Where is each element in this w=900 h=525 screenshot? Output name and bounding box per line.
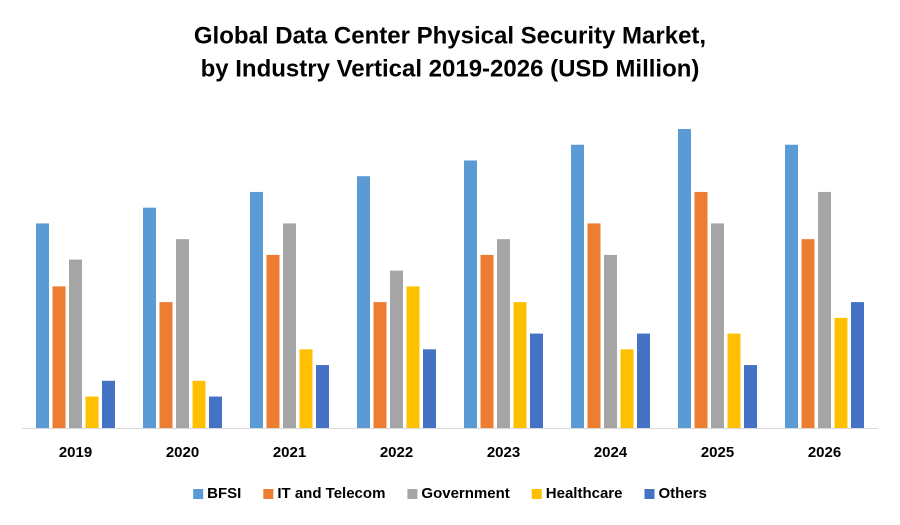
bar (390, 270, 403, 428)
bar (801, 239, 815, 428)
bar (250, 191, 263, 428)
legend-label: Government (421, 485, 509, 502)
bar (530, 333, 543, 428)
bar (192, 380, 206, 428)
bar (36, 223, 49, 428)
bar (637, 333, 650, 428)
bar (497, 239, 510, 428)
bar (513, 302, 527, 428)
x-tick-label: 2022 (380, 444, 413, 461)
bar (143, 207, 156, 428)
legend-label: BFSI (207, 485, 241, 502)
legend-label: IT and Telecom (277, 485, 385, 502)
legend-swatch (644, 489, 655, 499)
x-tick-label: 2021 (273, 444, 306, 461)
x-tick-label: 2025 (701, 444, 734, 461)
legend-label: Healthcare (546, 485, 623, 502)
bar (818, 191, 831, 428)
chart-title: Global Data Center Physical Security Mar… (194, 22, 706, 49)
bar (102, 380, 115, 428)
x-tick-label: 2024 (594, 444, 628, 461)
bar (587, 223, 601, 428)
x-tick-label: 2019 (59, 444, 92, 461)
bar (283, 223, 296, 428)
legend-label: Others (658, 485, 706, 502)
bar (711, 223, 724, 428)
bar (604, 254, 617, 428)
bar (299, 349, 313, 428)
bar (52, 286, 66, 428)
bar (209, 396, 222, 428)
x-tick-label: 2020 (166, 444, 199, 461)
bar (69, 259, 82, 428)
chart-title: by Industry Vertical 2019-2026 (USD Mill… (201, 55, 700, 82)
bar (785, 144, 798, 428)
bar (727, 333, 741, 428)
legend-swatch (407, 489, 418, 499)
bar (316, 365, 329, 428)
legend-swatch (263, 489, 274, 499)
legend-swatch (193, 489, 204, 499)
bar (85, 396, 99, 428)
x-tick-label: 2026 (808, 444, 841, 461)
bar (851, 302, 864, 428)
bar (620, 349, 634, 428)
bar (694, 191, 708, 428)
bar (744, 365, 757, 428)
bar (464, 160, 477, 428)
legend-swatch (531, 489, 542, 499)
bar (678, 129, 691, 428)
bar (571, 144, 584, 428)
bar (159, 302, 173, 428)
bar (176, 239, 189, 428)
bar (834, 317, 848, 428)
bar (266, 254, 280, 428)
bar (423, 349, 436, 428)
x-tick-label: 2023 (487, 444, 520, 461)
bar (357, 176, 370, 428)
bar (480, 254, 494, 428)
bar (373, 302, 387, 428)
bar (406, 286, 420, 428)
